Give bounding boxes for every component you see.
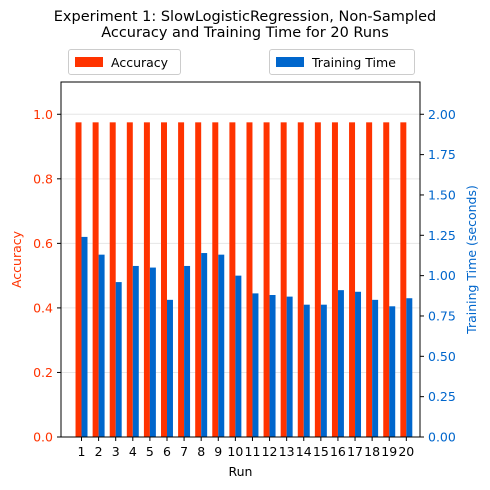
- right-y-axis: 0.00 0.25 0.50 0.75 1.00 1.25 1.50 1.75 2.00: [420, 107, 456, 445]
- x-tick-label: 13: [279, 444, 295, 459]
- bar-training-time: [115, 282, 122, 437]
- right-tick-label: 1.50: [428, 187, 456, 202]
- bar-training-time: [355, 291, 362, 437]
- x-tick-label: 19: [381, 444, 397, 459]
- x-tick-label: 6: [163, 444, 171, 459]
- chart-title-line-2: Accuracy and Training Time for 20 Runs: [101, 25, 389, 41]
- bar-accuracy: [366, 122, 373, 437]
- bar-accuracy: [195, 122, 202, 437]
- bar-accuracy: [383, 122, 390, 437]
- x-tick-label: 11: [245, 444, 261, 459]
- bar-training-time: [218, 254, 225, 437]
- left-tick-label: 0.2: [33, 365, 53, 380]
- bar-accuracy: [331, 122, 338, 437]
- left-tick-label: 1.0: [33, 107, 53, 122]
- legend-accuracy-label: Accuracy: [111, 54, 169, 70]
- left-tick-label: 0.4: [33, 300, 53, 315]
- right-tick-label: 0.00: [428, 430, 456, 445]
- legend-training-time-label: Training Time: [312, 54, 396, 70]
- bar-accuracy: [109, 122, 116, 437]
- left-axis-label: Accuracy: [9, 230, 24, 288]
- legend-training-time-swatch: [276, 57, 304, 67]
- bar-accuracy: [92, 122, 99, 437]
- bar-training-time: [201, 253, 208, 437]
- x-tick-label: 18: [364, 444, 380, 459]
- x-tick-label: 14: [296, 444, 312, 459]
- legend-accuracy-swatch: [75, 57, 103, 67]
- bar-training-time: [286, 296, 293, 437]
- bar-training-time: [98, 254, 105, 437]
- right-tick-label: 1.00: [428, 268, 456, 283]
- bar-training-time: [372, 299, 379, 437]
- x-tick-label: 20: [398, 444, 414, 459]
- chart-title-line-1: Experiment 1: SlowLogisticRegression, No…: [53, 9, 437, 25]
- x-axis: 1 2 3 4 5 6 7 8 9 10 11 12 13 14 15 16 17 18 19 20: [78, 437, 414, 459]
- bar-training-time: [406, 298, 413, 437]
- left-tick-label: 0.0: [33, 430, 53, 445]
- left-tick-label: 0.6: [33, 236, 53, 251]
- x-tick-label: 3: [112, 444, 120, 459]
- bar-accuracy: [400, 122, 407, 437]
- x-tick-label: 4: [129, 444, 137, 459]
- x-tick-label: 10: [227, 444, 243, 459]
- x-tick-label: 5: [146, 444, 154, 459]
- bar-training-time: [149, 267, 156, 437]
- bars: [75, 122, 413, 437]
- bar-accuracy: [349, 122, 356, 437]
- right-tick-label: 1.25: [428, 228, 456, 243]
- bar-training-time: [184, 265, 191, 437]
- bar-accuracy: [75, 122, 82, 437]
- legend-training-time: Training Time: [269, 49, 415, 75]
- bar-training-time: [166, 299, 173, 437]
- bar-accuracy: [143, 122, 150, 437]
- bar-training-time: [269, 295, 276, 437]
- x-tick-label: 1: [78, 444, 86, 459]
- right-tick-label: 0.25: [428, 389, 456, 404]
- x-tick-label: 12: [262, 444, 278, 459]
- left-tick-label: 0.8: [33, 171, 53, 186]
- bar-training-time: [132, 265, 139, 437]
- bar-accuracy: [297, 122, 304, 437]
- x-tick-label: 9: [214, 444, 222, 459]
- bar-accuracy: [212, 122, 219, 437]
- bar-accuracy: [161, 122, 167, 437]
- right-tick-label: 1.75: [428, 147, 456, 162]
- bar-accuracy: [246, 122, 253, 437]
- bar-accuracy: [229, 122, 236, 437]
- bar-training-time: [81, 236, 88, 437]
- bar-training-time: [320, 304, 327, 437]
- right-tick-label: 0.50: [428, 349, 456, 364]
- x-tick-label: 7: [180, 444, 188, 459]
- bar-training-time: [337, 290, 344, 437]
- bar-accuracy: [314, 122, 321, 437]
- bar-training-time: [252, 293, 259, 437]
- legend-accuracy: Accuracy: [68, 49, 181, 75]
- right-tick-label: 0.75: [428, 308, 456, 323]
- bar-training-time: [303, 304, 310, 437]
- bar-accuracy: [126, 122, 133, 437]
- x-tick-label: 15: [313, 444, 329, 459]
- right-tick-label: 2.00: [428, 107, 456, 122]
- bar-training-time: [235, 275, 242, 437]
- left-y-axis: 0.0 0.2 0.4 0.6 0.8 1.0: [33, 107, 61, 445]
- x-tick-label: 16: [330, 444, 346, 459]
- bar-accuracy: [178, 122, 185, 437]
- x-tick-label: 2: [95, 444, 103, 459]
- right-axis-label: Training Time (seconds): [464, 185, 479, 335]
- bar-accuracy: [280, 122, 287, 437]
- bar-training-time: [389, 306, 396, 437]
- x-axis-label: Run: [229, 464, 253, 479]
- x-tick-label: 17: [347, 444, 363, 459]
- bar-accuracy: [263, 122, 270, 437]
- plot-frame: [60, 81, 421, 438]
- x-tick-label: 8: [197, 444, 205, 459]
